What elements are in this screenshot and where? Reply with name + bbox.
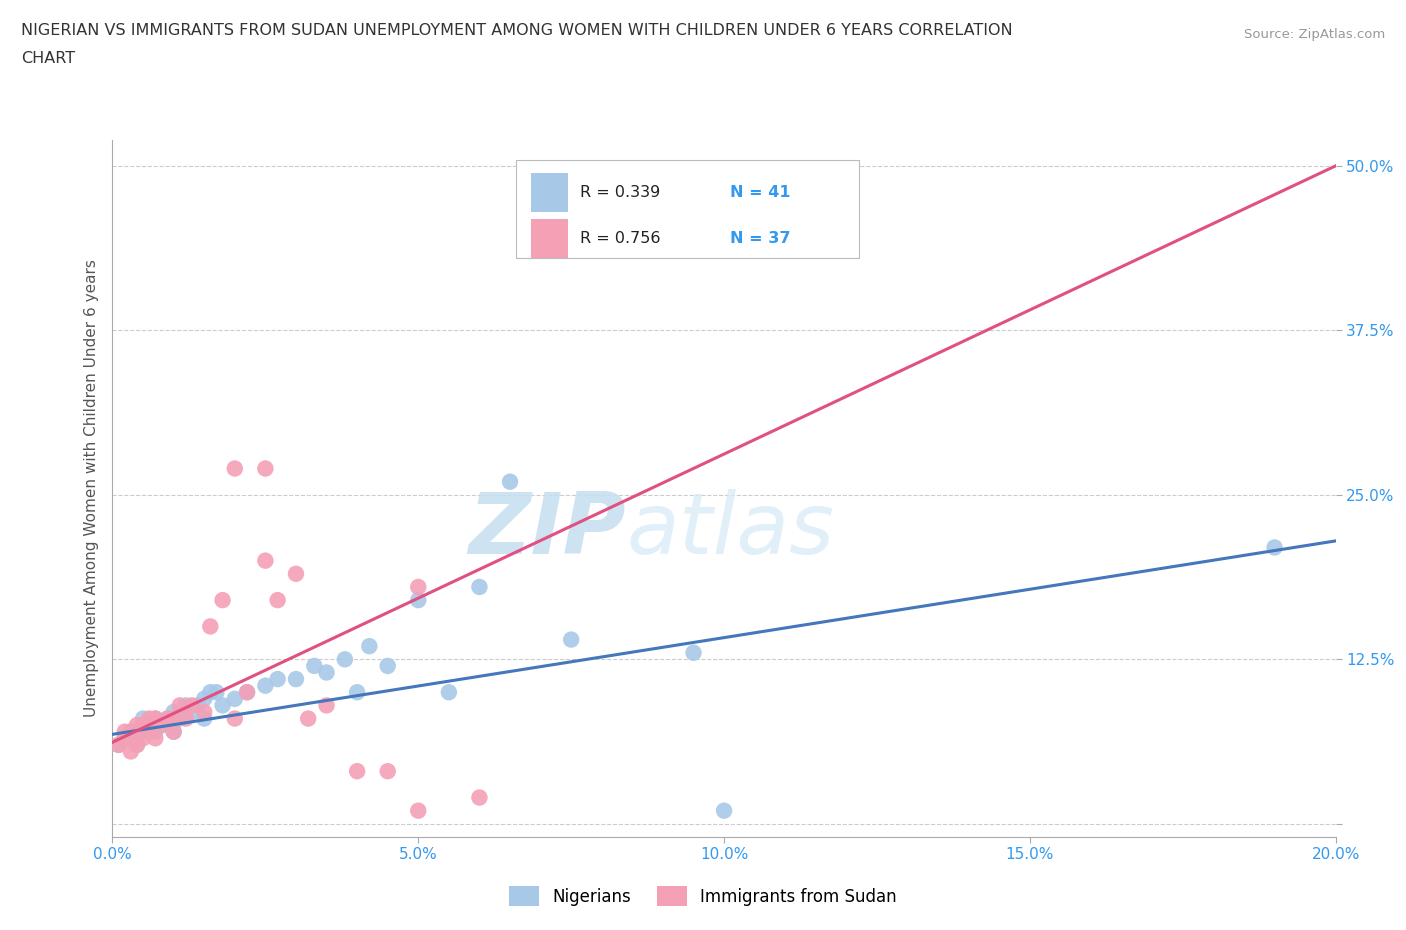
Point — [408, 592, 430, 607]
Point — [120, 724, 142, 739]
Point — [156, 711, 179, 726]
Point — [468, 579, 491, 594]
Point — [254, 553, 277, 568]
Point — [682, 645, 704, 660]
FancyBboxPatch shape — [516, 161, 859, 259]
Point — [254, 461, 277, 476]
Point — [125, 718, 148, 733]
Point — [408, 579, 430, 594]
Point — [163, 711, 186, 726]
Point — [254, 678, 277, 693]
Point — [150, 718, 173, 733]
Text: R = 0.339: R = 0.339 — [579, 185, 659, 200]
Text: atlas: atlas — [626, 488, 834, 572]
Point — [1264, 540, 1286, 555]
Point — [359, 639, 381, 654]
Point — [560, 632, 582, 647]
Point — [163, 724, 186, 739]
Point — [132, 731, 155, 746]
Text: CHART: CHART — [21, 51, 75, 66]
Point — [193, 711, 215, 726]
Point — [200, 684, 222, 699]
Point — [187, 698, 209, 712]
Point — [499, 474, 522, 489]
Text: N = 37: N = 37 — [730, 231, 790, 246]
Point — [143, 731, 166, 746]
Point — [266, 592, 288, 607]
Point — [236, 684, 259, 699]
Point — [114, 731, 136, 746]
Point — [346, 684, 368, 699]
Point — [181, 705, 204, 720]
Point — [107, 737, 129, 752]
Point — [315, 698, 337, 712]
Point — [132, 724, 155, 739]
Point — [437, 684, 460, 699]
Point — [150, 718, 173, 733]
Point — [211, 592, 233, 607]
Point — [211, 698, 233, 712]
Point — [468, 790, 491, 805]
Point — [408, 804, 430, 818]
Point — [143, 711, 166, 726]
Point — [163, 724, 186, 739]
Point — [143, 711, 166, 726]
Bar — [531, 219, 568, 258]
Point — [266, 671, 288, 686]
Point — [377, 658, 399, 673]
Text: R = 0.756: R = 0.756 — [579, 231, 661, 246]
Point — [125, 737, 148, 752]
Point — [284, 671, 308, 686]
Point — [174, 698, 197, 712]
Text: ZIP: ZIP — [468, 488, 626, 572]
Point — [297, 711, 319, 726]
Bar — [531, 174, 568, 212]
Point — [138, 724, 160, 739]
Point — [193, 691, 215, 706]
Point — [333, 652, 356, 667]
Legend: Nigerians, Immigrants from Sudan: Nigerians, Immigrants from Sudan — [503, 880, 903, 912]
Point — [224, 691, 246, 706]
Point — [224, 461, 246, 476]
Point — [304, 658, 326, 673]
Point — [315, 665, 337, 680]
Text: Source: ZipAtlas.com: Source: ZipAtlas.com — [1244, 28, 1385, 41]
Point — [284, 566, 308, 581]
Point — [132, 711, 155, 726]
Point — [107, 737, 129, 752]
Point — [120, 724, 142, 739]
Text: NIGERIAN VS IMMIGRANTS FROM SUDAN UNEMPLOYMENT AMONG WOMEN WITH CHILDREN UNDER 6: NIGERIAN VS IMMIGRANTS FROM SUDAN UNEMPL… — [21, 23, 1012, 38]
Point — [125, 737, 148, 752]
Point — [163, 705, 186, 720]
Point — [120, 744, 142, 759]
Point — [346, 764, 368, 778]
Point — [713, 804, 735, 818]
Text: N = 41: N = 41 — [730, 185, 790, 200]
Point — [200, 619, 222, 634]
Point — [143, 724, 166, 739]
Point — [236, 684, 259, 699]
Point — [205, 684, 228, 699]
Point — [156, 711, 179, 726]
Point — [138, 718, 160, 733]
Point — [181, 698, 204, 712]
Point — [224, 711, 246, 726]
Point — [114, 731, 136, 746]
Point — [138, 711, 160, 726]
Y-axis label: Unemployment Among Women with Children Under 6 years: Unemployment Among Women with Children U… — [83, 259, 98, 717]
Point — [174, 711, 197, 726]
Point — [132, 718, 155, 733]
Point — [169, 711, 191, 726]
Point — [193, 705, 215, 720]
Point — [377, 764, 399, 778]
Point — [169, 698, 191, 712]
Point — [114, 724, 136, 739]
